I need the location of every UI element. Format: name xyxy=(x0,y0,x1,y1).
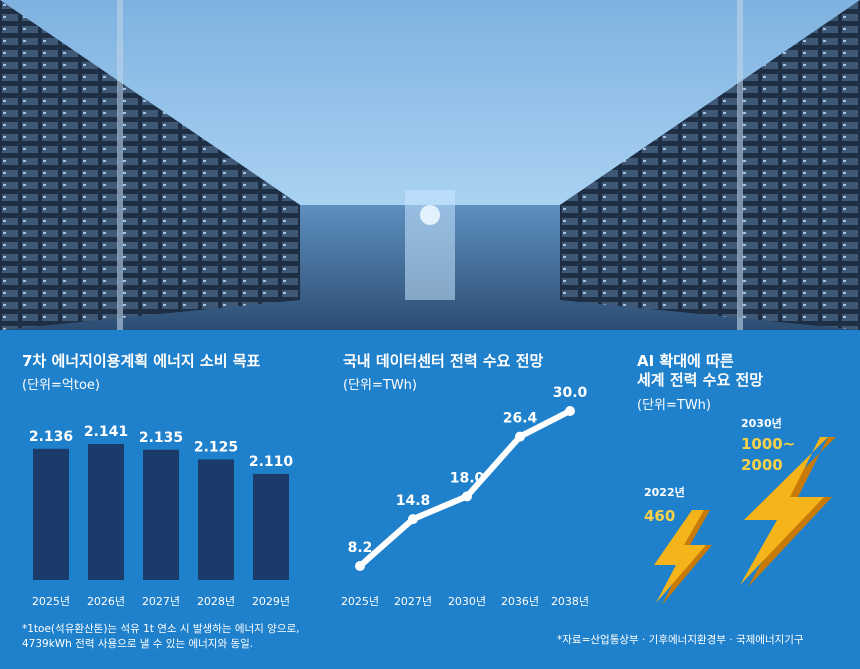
bar-2027년 xyxy=(143,449,179,580)
line-value-label: 8.2 xyxy=(348,540,373,556)
line-chart: 8.2 2025년 14.8 2027년 18.0 2030년 26.4 2036년 30.0 2… xyxy=(341,385,589,608)
bar-chart-unit: (단위=억toe) xyxy=(22,378,100,393)
line-value-label: 30.0 xyxy=(553,385,588,401)
bolt-small-value: 460 xyxy=(644,507,675,525)
bar-value-label: 2.110 xyxy=(249,454,294,470)
bar-value-label: 2.135 xyxy=(139,430,183,446)
data-center-illustration xyxy=(0,0,860,330)
line-chart-unit: (단위=TWh) xyxy=(343,378,417,393)
bolt-large-value-line1: 1000~ xyxy=(741,435,795,453)
line-series xyxy=(358,408,572,569)
bar-chart: 2.136 2025년 2.141 2026년 2.135 2027년 2.125 2028년… xyxy=(29,424,294,608)
line-category-label: 2027년 xyxy=(394,595,432,608)
ai-chart-unit: (단위=TWh) xyxy=(637,398,711,413)
bolt-illustration: 2022년 460 2030년 1000~ 2000 xyxy=(644,416,836,605)
line-category-label: 2036년 xyxy=(501,595,539,608)
ai-chart-title-line2: 세계 전력 수요 전망 xyxy=(637,371,764,389)
bolt-large-year: 2030년 xyxy=(741,416,782,430)
bolt-large-value-line2: 2000 xyxy=(741,456,783,474)
source-footnote: *자료=산업통상부 · 기후에너지환경부 · 국제에너지기구 xyxy=(557,634,804,646)
bar-category-label: 2028년 xyxy=(197,595,235,608)
bar-value-label: 2.136 xyxy=(29,429,73,445)
bar-2025년 xyxy=(33,448,69,580)
data-center-photo xyxy=(0,0,860,330)
bolt-large-icon xyxy=(740,437,836,587)
bar-value-label: 2.125 xyxy=(194,439,238,455)
line-category-label: 2025년 xyxy=(341,595,379,608)
line-value-label: 18.0 xyxy=(450,470,485,486)
line-point xyxy=(355,561,365,571)
line-point xyxy=(462,491,472,502)
line-value-label: 14.8 xyxy=(396,493,431,509)
line-category-label: 2030년 xyxy=(448,595,486,608)
line-category-label: 2038년 xyxy=(551,595,589,608)
toe-footnote-line2: 4739kWh 전력 사용으로 낼 수 있는 에너지와 동일. xyxy=(22,638,254,650)
bar-2028년 xyxy=(198,459,234,580)
line-point xyxy=(408,514,418,525)
bar-2029년 xyxy=(253,473,289,580)
bar-chart-title: 7차 에너지이용계획 에너지 소비 목표 xyxy=(22,352,261,370)
line-value-label: 26.4 xyxy=(503,411,538,427)
bar-category-label: 2026년 xyxy=(87,595,125,608)
line-point xyxy=(515,431,525,442)
bolt-small-year: 2022년 xyxy=(644,485,685,499)
toe-footnote-line1: *1toe(석유환산톤)는 석유 1t 연소 시 발생하는 에너지 양으로, xyxy=(22,623,300,635)
bar-category-label: 2025년 xyxy=(32,595,70,608)
bar-category-label: 2029년 xyxy=(252,595,290,608)
bolt-small-icon xyxy=(654,510,712,605)
line-chart-title: 국내 데이터센터 전력 수요 전망 xyxy=(343,352,544,370)
bar-value-label: 2.141 xyxy=(84,424,128,440)
line-point xyxy=(565,406,575,416)
bar-category-label: 2027년 xyxy=(142,595,180,608)
bar-2026년 xyxy=(88,444,124,580)
ai-chart-title-line1: AI 확대에 따른 xyxy=(637,352,734,370)
